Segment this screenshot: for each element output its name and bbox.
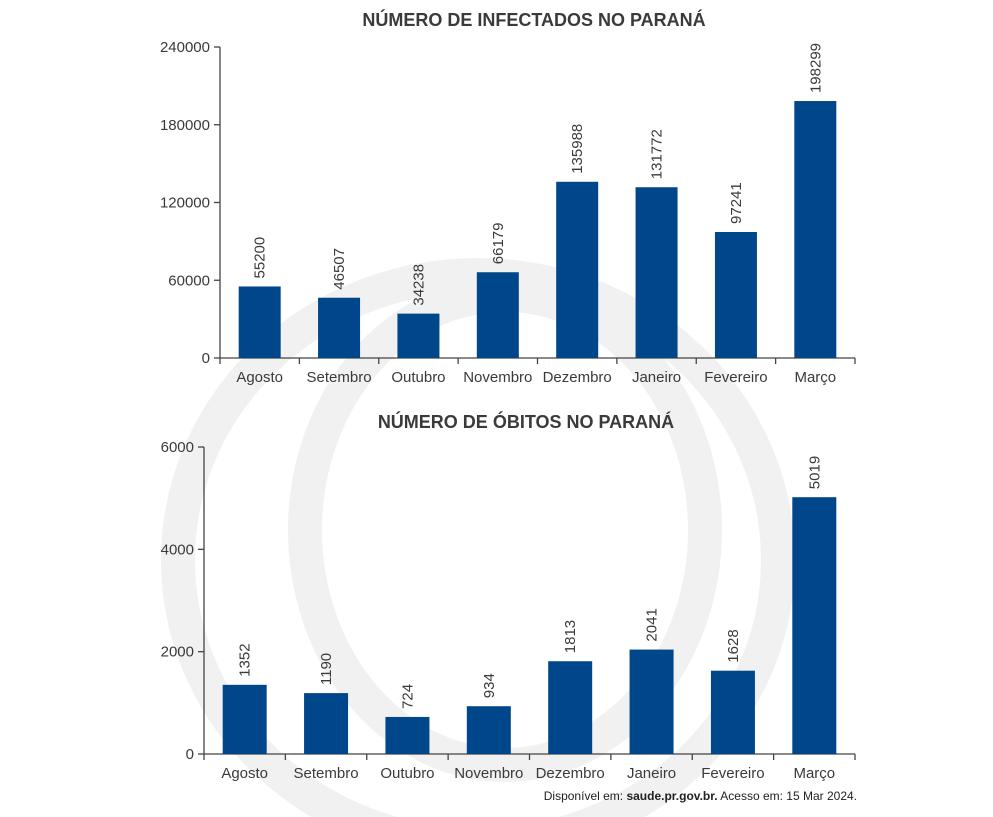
category-label: Março: [793, 765, 835, 782]
category-label: Setembro: [307, 369, 372, 386]
bar-agosto: [238, 286, 281, 358]
category-label: Dezembro: [543, 369, 612, 386]
category-label: Janeiro: [632, 369, 681, 386]
bar-setembro: [318, 297, 361, 358]
data-label: 724: [399, 684, 416, 709]
bar-setembro: [304, 693, 349, 754]
y-tick-label: 60000: [168, 272, 210, 289]
bar-fevereiro: [710, 670, 755, 754]
bar-agosto: [222, 684, 267, 754]
data-label: 46507: [331, 248, 348, 290]
source-site: saude.pr.gov.br.: [626, 789, 718, 803]
category-label: Fevereiro: [704, 369, 767, 386]
bar-janeiro: [629, 649, 674, 754]
category-label: Março: [794, 369, 836, 386]
category-label: Novembro: [463, 369, 532, 386]
bar-novembro: [476, 272, 519, 358]
category-label: Fevereiro: [701, 765, 764, 782]
chart-title: NÚMERO DE ÓBITOS NO PARANÁ: [378, 411, 674, 432]
y-tick-label: 4000: [161, 541, 194, 558]
chart-infectados: NÚMERO DE INFECTADOS NO PARANÁ 0 60000 120…: [160, 9, 856, 386]
category-label: Dezembro: [536, 765, 605, 782]
data-label: 55200: [252, 237, 269, 279]
data-label: 934: [481, 673, 498, 698]
category-label: Outubro: [380, 765, 434, 782]
y-tick-label: 6000: [161, 439, 194, 456]
data-label: 1628: [725, 629, 742, 662]
category-label: Setembro: [294, 765, 359, 782]
y-tick-label: 0: [202, 350, 210, 367]
y-tick-label: 0: [186, 746, 194, 763]
y-tick-label: 2000: [161, 644, 194, 661]
data-label: 131772: [649, 129, 666, 179]
y-tick-label: 120000: [160, 195, 210, 212]
data-label: 66179: [490, 223, 507, 265]
source-prefix: Disponível em:: [543, 789, 627, 803]
source-suffix: Acesso em: 15 Mar 2024.: [717, 789, 857, 803]
data-label: 1190: [318, 653, 335, 685]
chart-title: NÚMERO DE INFECTADOS NO PARANÁ: [362, 9, 705, 30]
bar-fevereiro: [714, 231, 757, 358]
data-label: 5019: [806, 456, 823, 489]
category-label: Janeiro: [627, 765, 676, 782]
bar-março: [792, 497, 837, 754]
bar-dezembro: [556, 181, 599, 358]
source-note: Disponível em: saude.pr.gov.br. Acesso e…: [544, 789, 857, 803]
bar-março: [794, 101, 837, 359]
data-label: 198299: [807, 43, 824, 93]
category-label: Agosto: [221, 765, 268, 782]
y-tick-label: 240000: [160, 39, 210, 56]
bar-dezembro: [548, 661, 593, 754]
bar-janeiro: [635, 187, 678, 358]
bar-novembro: [466, 706, 511, 754]
data-label: 2041: [644, 608, 661, 641]
data-label: 1813: [562, 620, 579, 653]
category-label: Agosto: [236, 369, 283, 386]
data-label: 1352: [237, 643, 254, 676]
bar-outubro: [397, 313, 440, 358]
y-tick-label: 180000: [160, 117, 210, 134]
data-label: 135988: [569, 124, 586, 174]
bar-outubro: [385, 716, 430, 754]
data-label: 97241: [728, 182, 745, 224]
category-label: Novembro: [454, 765, 523, 782]
data-label: 34238: [410, 264, 427, 306]
category-label: Outubro: [391, 369, 445, 386]
